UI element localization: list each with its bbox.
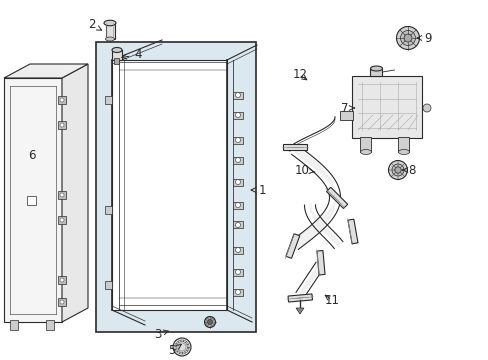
Circle shape	[387, 161, 407, 180]
Bar	[58, 96, 66, 104]
Bar	[232, 288, 243, 296]
Text: 8: 8	[402, 163, 415, 176]
Bar	[232, 221, 243, 229]
Circle shape	[60, 123, 64, 127]
Bar	[351, 76, 421, 138]
Text: 6: 6	[28, 149, 36, 162]
Ellipse shape	[370, 66, 382, 71]
Polygon shape	[283, 144, 306, 150]
Polygon shape	[316, 251, 325, 275]
Circle shape	[204, 316, 215, 328]
Circle shape	[391, 164, 403, 176]
Bar	[232, 269, 243, 275]
Circle shape	[235, 289, 240, 294]
Ellipse shape	[105, 37, 114, 41]
Text: 12: 12	[292, 68, 307, 81]
Circle shape	[235, 270, 240, 274]
Bar	[105, 206, 112, 214]
Circle shape	[235, 138, 240, 143]
Polygon shape	[347, 219, 357, 244]
Text: 1: 1	[250, 184, 265, 197]
Circle shape	[60, 300, 64, 304]
Bar	[112, 60, 226, 310]
Text: 5: 5	[168, 345, 181, 357]
Circle shape	[235, 93, 240, 98]
Bar	[370, 68, 382, 76]
Circle shape	[60, 218, 64, 222]
Text: 11: 11	[324, 293, 339, 306]
Circle shape	[400, 31, 415, 45]
Ellipse shape	[398, 149, 408, 154]
Polygon shape	[295, 308, 304, 314]
Ellipse shape	[104, 20, 116, 26]
Bar	[360, 137, 371, 152]
Text: 3: 3	[154, 328, 168, 341]
Circle shape	[235, 112, 240, 117]
Circle shape	[207, 320, 212, 324]
Bar	[232, 91, 243, 99]
Circle shape	[422, 104, 430, 112]
Bar	[398, 137, 408, 152]
Polygon shape	[4, 78, 62, 322]
Bar	[58, 191, 66, 199]
Polygon shape	[285, 234, 299, 258]
Bar	[232, 179, 243, 185]
Ellipse shape	[112, 48, 122, 53]
Text: 9: 9	[416, 31, 431, 45]
Bar	[232, 112, 243, 118]
Bar	[58, 216, 66, 224]
Bar	[58, 298, 66, 306]
Circle shape	[235, 158, 240, 162]
Circle shape	[60, 98, 64, 102]
Bar	[105, 96, 112, 104]
Ellipse shape	[360, 149, 371, 154]
Circle shape	[235, 222, 240, 228]
Circle shape	[60, 193, 64, 197]
Bar	[10, 320, 18, 330]
Circle shape	[60, 278, 64, 282]
Bar	[232, 157, 243, 163]
Circle shape	[235, 202, 240, 207]
Polygon shape	[287, 294, 312, 302]
Circle shape	[403, 34, 411, 42]
Bar	[58, 121, 66, 129]
Text: 10: 10	[294, 163, 314, 176]
Polygon shape	[4, 64, 88, 78]
Bar	[105, 281, 112, 289]
Bar	[105, 23, 114, 39]
Polygon shape	[62, 64, 88, 322]
Bar	[96, 42, 256, 332]
Bar	[232, 202, 243, 208]
Circle shape	[173, 338, 191, 356]
Circle shape	[286, 145, 292, 151]
Bar	[112, 50, 122, 60]
Text: 7: 7	[341, 102, 354, 114]
Circle shape	[235, 248, 240, 252]
Polygon shape	[326, 187, 347, 208]
Text: 4: 4	[122, 49, 142, 62]
Bar	[27, 196, 36, 205]
Circle shape	[235, 180, 240, 184]
Bar	[46, 320, 54, 330]
Text: 2: 2	[88, 18, 102, 31]
Circle shape	[396, 27, 419, 49]
Bar	[232, 136, 243, 144]
Bar	[339, 111, 352, 120]
Bar	[114, 58, 119, 64]
Bar	[58, 276, 66, 284]
Bar	[232, 247, 243, 253]
Circle shape	[394, 167, 400, 173]
